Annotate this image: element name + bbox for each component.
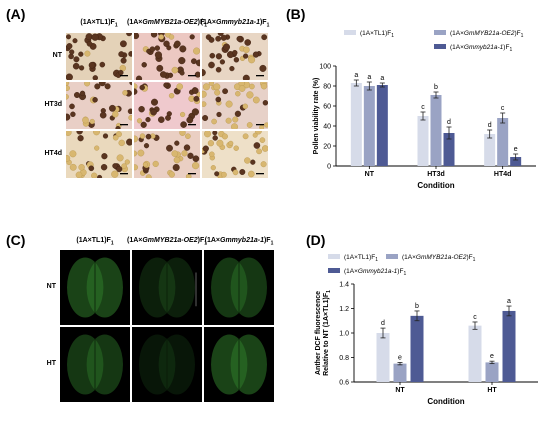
fluorescence-column-header: (1A×TL1)F1 (76, 237, 114, 247)
significance-letter: e (514, 146, 518, 153)
y-tick-label: 60 (323, 104, 331, 111)
y-tick-label: 100 (319, 64, 331, 71)
fluorescence-row-header: NT (46, 282, 56, 290)
x-tick-label: NT (365, 171, 375, 178)
fluorescence-column-header: (1A×Gmmyb21a-1)F1 (204, 237, 274, 247)
pollen-micrograph-tile (202, 33, 268, 80)
significance-letter: a (507, 298, 511, 305)
pollen-column-header: (1A×TL1)F1 (80, 19, 118, 29)
bar (410, 315, 424, 382)
y-tick-label: 1.0 (339, 331, 349, 338)
significance-letter: a (380, 75, 384, 82)
y-axis-label: Relative to NT (1A×TL1)F1 (323, 290, 332, 376)
y-tick-label: 40 (323, 124, 331, 131)
x-tick-label: HT (487, 387, 497, 394)
pollen-micrograph-tile (66, 131, 132, 178)
bar (376, 333, 390, 382)
x-tick-label: NT (395, 387, 405, 394)
legend-swatch (328, 268, 340, 273)
fluorescence-micrograph-tile (132, 327, 202, 402)
bar (497, 118, 509, 166)
y-tick-label: 0 (327, 164, 331, 171)
significance-letter: a (354, 72, 358, 79)
bar (468, 325, 482, 382)
bar (510, 157, 522, 166)
significance-letter: c (421, 104, 425, 111)
pollen-micrograph-tile (66, 82, 132, 129)
pollen-micrograph-tile (202, 131, 268, 178)
y-axis-label: Pollen viability rate (%) (313, 78, 320, 155)
y-tick-label: 0.8 (339, 355, 349, 362)
fluorescence-micrograph-tile (60, 327, 130, 402)
significance-letter: b (415, 303, 419, 310)
fluorescence-row-header: HT (46, 359, 56, 367)
x-tick-label: HT4d (494, 171, 512, 178)
legend-label: (1A×Gmmyb21a-1)F1 (344, 268, 406, 277)
significance-letter: c (473, 314, 477, 321)
y-tick-label: 0.6 (339, 380, 349, 387)
pollen-micrograph-tile (66, 33, 132, 80)
y-tick-label: 80 (323, 84, 331, 91)
legend-swatch (328, 254, 340, 259)
y-tick-label: 1.4 (339, 282, 349, 289)
legend-swatch (434, 30, 446, 35)
legend-swatch (434, 44, 446, 49)
dcf-fluorescence-chart: 0.6 0.8 1.0 1.2 1.4 Anther DCF fluorescence Re… (315, 254, 538, 406)
panel-label-a: (A) (6, 6, 26, 22)
fluorescence-column-header: (1A×GmMYB21a-OE2)F1 (126, 237, 208, 247)
significance-letter: a (367, 74, 371, 81)
pollen-column-header: (1A×Gmmyb21a-1)F1 (200, 19, 270, 29)
fluorescence-micrograph-tile (132, 250, 202, 325)
pollen-viability-chart: 0 20 40 60 80 100 Pollen viability rate (%) Con… (313, 30, 536, 190)
bar (350, 83, 362, 166)
bar (443, 133, 455, 166)
legend-label: (1A×GmMYB21a-OE2)F1 (402, 254, 476, 263)
significance-letter: d (488, 122, 492, 129)
legend-label: (1A×TL1)F1 (360, 30, 394, 39)
significance-letter: e (490, 353, 494, 360)
bar (484, 134, 496, 166)
legend-swatch (344, 30, 356, 35)
panel-label-b: (B) (286, 6, 306, 22)
fluorescence-micrograph-tile (204, 250, 274, 325)
legend-label: (1A×TL1)F1 (344, 254, 378, 263)
bar (363, 86, 375, 166)
significance-letter: d (447, 119, 451, 126)
panel-label-d: (D) (306, 232, 326, 248)
panel-label-c: (C) (6, 232, 26, 248)
significance-letter: e (398, 354, 402, 361)
pollen-column-header: (1A×GmMYB21a-OE2)F1 (126, 19, 208, 29)
pollen-row-header: HT3d (44, 100, 63, 108)
x-axis-label: Condition (417, 181, 454, 190)
legend-swatch (386, 254, 398, 259)
fluorescence-micrograph-tile (60, 250, 130, 325)
y-tick-label: 1.2 (339, 306, 349, 313)
pollen-row-header: NT (52, 51, 62, 59)
pollen-row-header: HT4d (44, 149, 63, 157)
fluorescence-micrograph-tile (204, 327, 274, 402)
pollen-micrograph-tile (134, 82, 200, 129)
legend-label: (1A×Gmmyb21a-1)F1 (450, 44, 512, 53)
x-axis-label: Condition (427, 397, 464, 406)
bar (430, 95, 442, 166)
pollen-micrograph-tile (202, 82, 268, 129)
significance-letter: b (434, 84, 438, 91)
x-tick-label: HT3d (427, 171, 445, 178)
pollen-micrograph-tile (134, 33, 200, 80)
y-tick-label: 20 (323, 144, 331, 151)
bar (417, 116, 429, 166)
pollen-micrograph-tile (134, 131, 200, 178)
bar (376, 85, 388, 166)
y-axis-label: Anther DCF fluorescence (315, 291, 322, 375)
bar (393, 363, 407, 382)
significance-letter: c (501, 105, 505, 112)
significance-letter: d (381, 320, 385, 327)
bar (485, 362, 499, 382)
legend-label: (1A×GmMYB21a-OE2)F1 (450, 30, 524, 39)
bar (502, 310, 516, 382)
